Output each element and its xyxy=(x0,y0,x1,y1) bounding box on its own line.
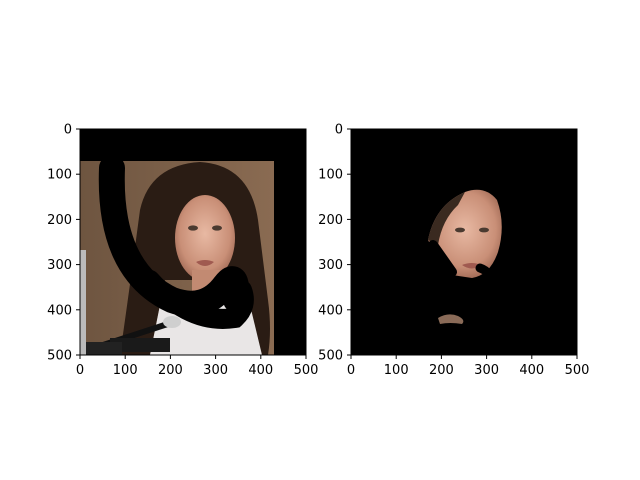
microphones xyxy=(82,316,181,355)
x-tick-label: 500 xyxy=(565,363,590,378)
right-image-panel xyxy=(350,128,578,356)
x-tick-label: 200 xyxy=(158,363,183,378)
y-tick-label: 300 xyxy=(318,258,343,273)
x-tick-label: 400 xyxy=(248,363,273,378)
right-axes-frame xyxy=(350,128,578,356)
y-tick-label: 0 xyxy=(335,123,343,138)
y-tick-label: 400 xyxy=(47,303,72,318)
x-tick-label: 100 xyxy=(113,363,138,378)
left-face-photo xyxy=(80,129,306,355)
x-tick-label: 400 xyxy=(519,363,544,378)
y-tick-label: 0 xyxy=(64,123,72,138)
left-image-panel xyxy=(79,128,307,356)
x-tick-label: 200 xyxy=(429,363,454,378)
left-axes-frame xyxy=(79,128,307,356)
y-tick-label: 500 xyxy=(318,349,343,364)
x-tick-label: 0 xyxy=(347,363,355,378)
y-tick-label: 200 xyxy=(318,213,343,228)
y-tick-label: 100 xyxy=(47,168,72,183)
right-face-crop xyxy=(428,189,502,324)
y-tick-label: 400 xyxy=(318,303,343,318)
y-tick-label: 200 xyxy=(47,213,72,228)
y-tick-label: 500 xyxy=(47,349,72,364)
x-tick-label: 0 xyxy=(76,363,84,378)
y-tick-label: 300 xyxy=(47,258,72,273)
x-tick-label: 300 xyxy=(203,363,228,378)
tick-layer: 0 100 200 300 400 500 0 100 200 300 400 500 0 100 200 3… xyxy=(47,123,589,379)
x-tick-label: 100 xyxy=(384,363,409,378)
y-tick-label: 100 xyxy=(318,168,343,183)
x-tick-label: 300 xyxy=(474,363,499,378)
x-tick-label: 500 xyxy=(294,363,319,378)
